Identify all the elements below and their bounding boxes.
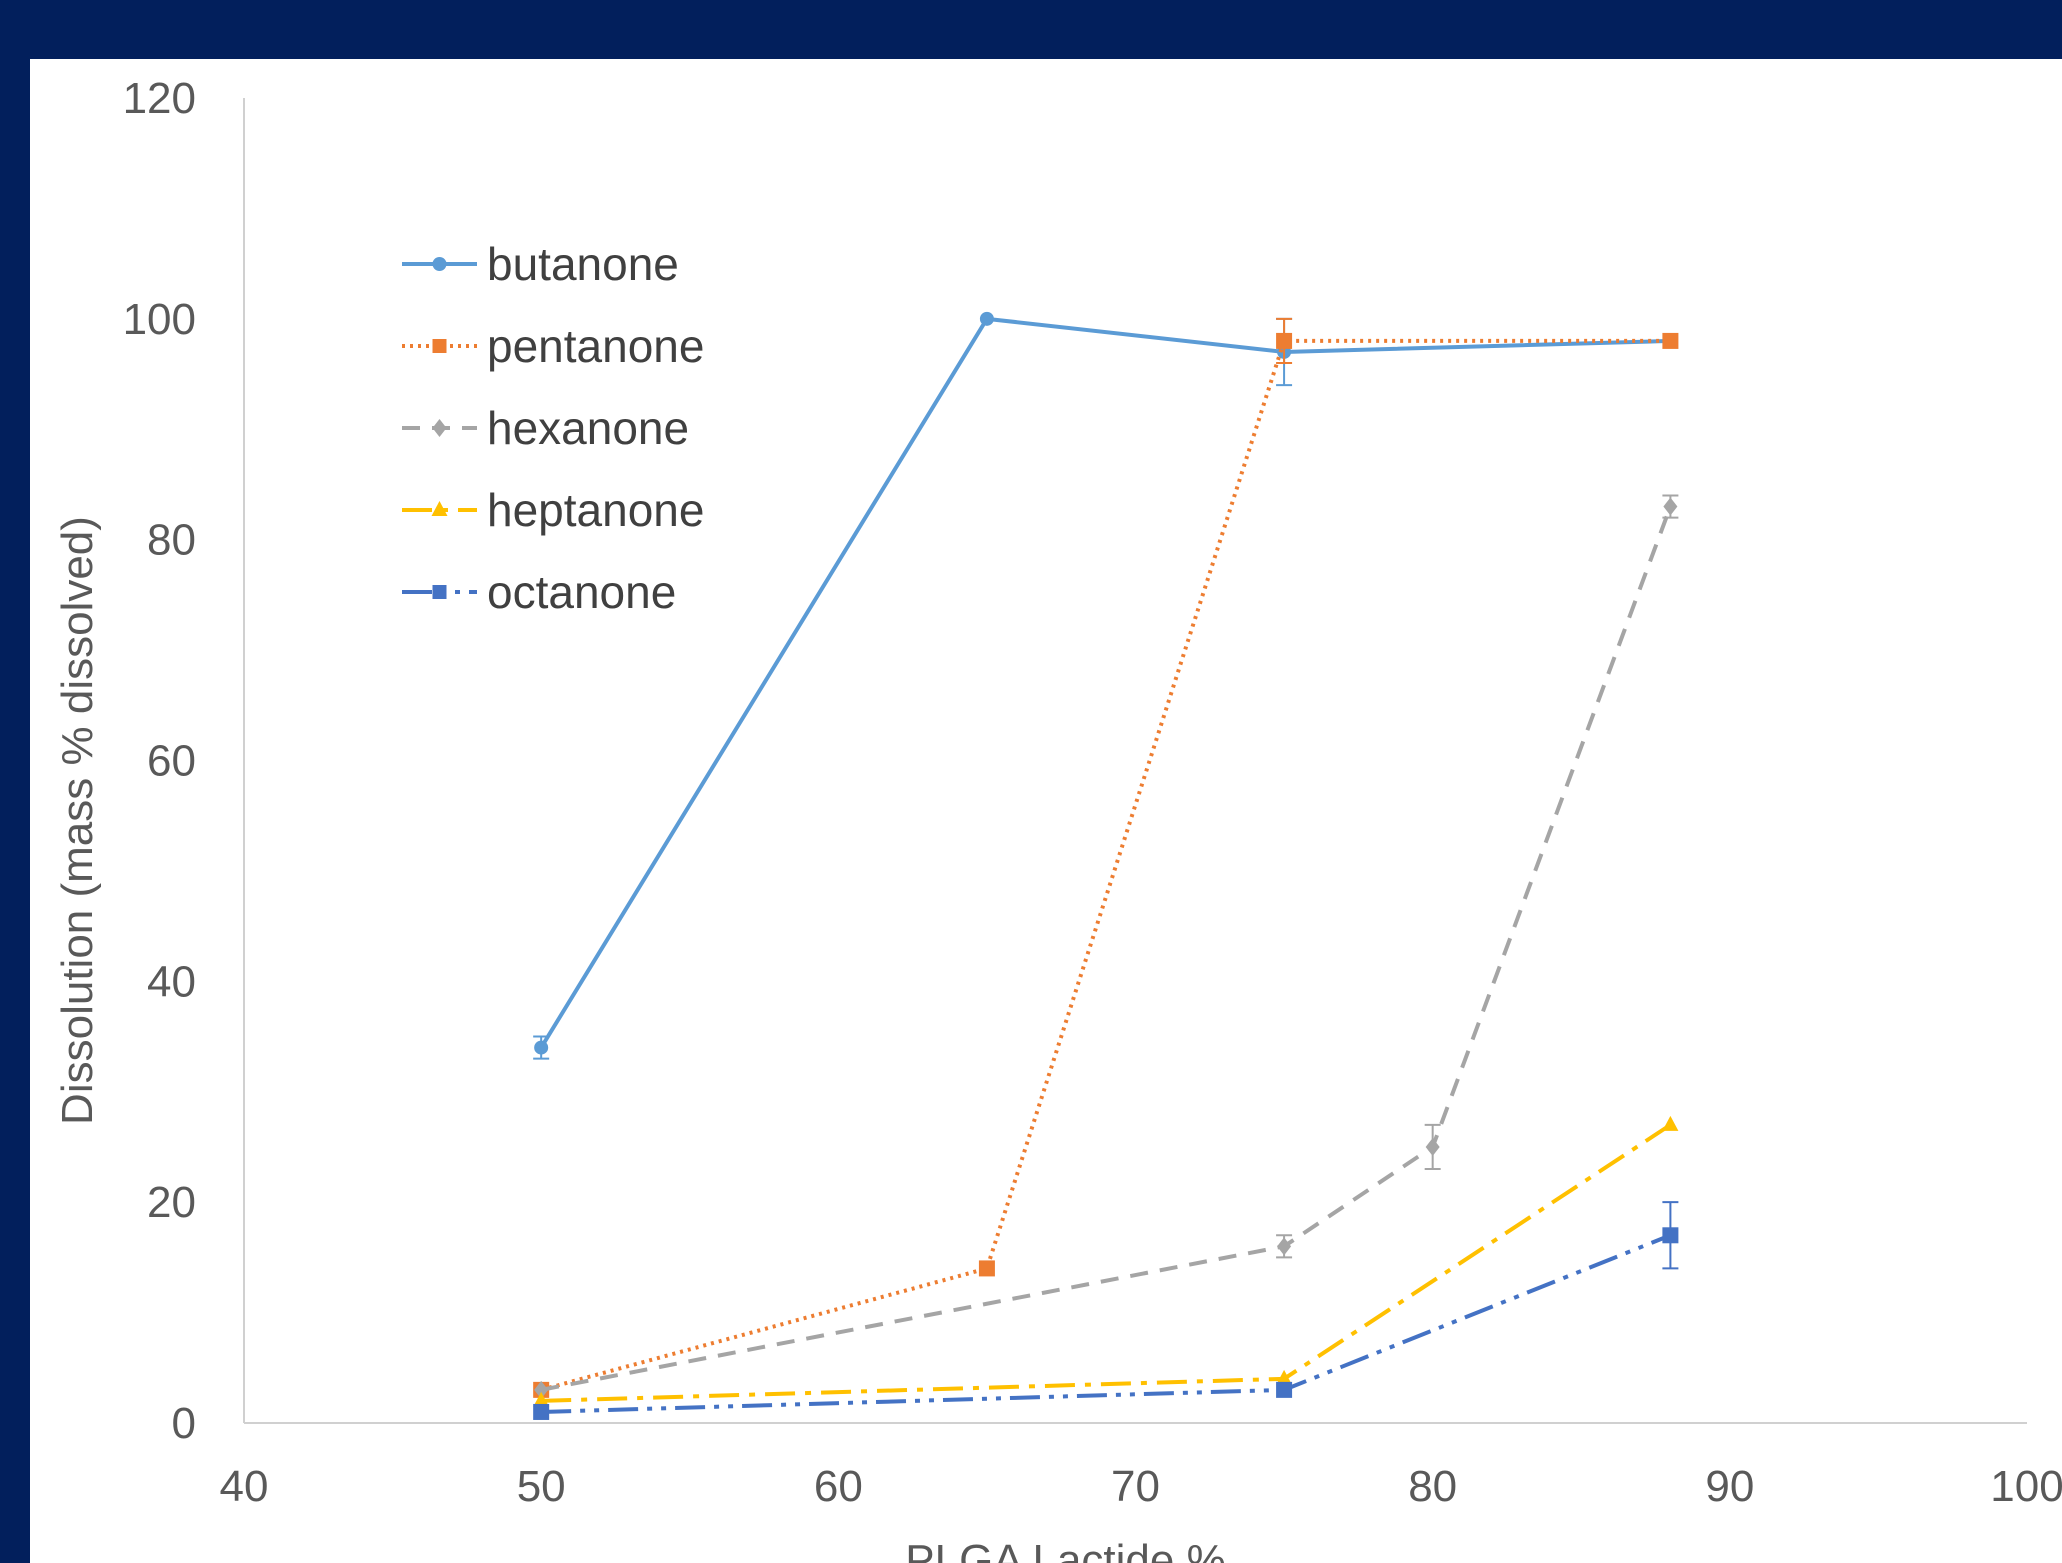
data-point-heptanone [1276, 1369, 1293, 1385]
y-tick-label: 100 [123, 295, 196, 344]
data-point-butanone [979, 311, 994, 326]
legend-marker-butanone [432, 257, 447, 271]
y-tick-label: 80 [147, 516, 196, 565]
x-tick-label: 60 [814, 1462, 863, 1511]
data-point-hexanone [1277, 1237, 1292, 1256]
y-tick-label: 40 [147, 957, 196, 1006]
line-chart: 0 20 40 60 80 100 120 40 50 60 70 80 90 100 Dissolutio… [53, 74, 2062, 1563]
data-point-heptanone [533, 1391, 550, 1407]
legend-label-hexanone: hexanone [487, 402, 689, 454]
legend-label-butanone: butanone [487, 238, 679, 290]
series-line-hexanone [540, 505, 1673, 1392]
x-tick-label: 100 [1990, 1462, 2062, 1511]
y-tick-label: 60 [147, 737, 196, 786]
x-axis-title: PLGA Lactide % [905, 1536, 1225, 1563]
y-tick-label: 120 [123, 74, 196, 123]
legend-marker-octanone [432, 585, 447, 599]
x-tick-label: 90 [1705, 1462, 1754, 1511]
data-point-pentanone [1276, 332, 1293, 349]
data-point-heptanone [1662, 1115, 1679, 1131]
data-point-butanone [534, 1040, 549, 1055]
data-point-pentanone [978, 1260, 995, 1277]
data-point-pentanone [1662, 332, 1679, 349]
data-point-hexanone [1663, 497, 1678, 516]
legend-marker-pentanone [432, 339, 447, 353]
y-axis-title: Dissolution (mass % dissolved) [53, 516, 102, 1125]
legend-marker-heptanone [431, 501, 448, 516]
x-tick-label: 40 [220, 1462, 269, 1511]
legend-label-pentanone: pentanone [487, 320, 704, 372]
legend-marker-hexanone [432, 419, 447, 437]
y-tick-label: 20 [147, 1178, 196, 1227]
x-tick-label: 80 [1408, 1462, 1457, 1511]
data-point-octanone [1276, 1381, 1293, 1398]
data-point-hexanone [1425, 1137, 1440, 1156]
legend-label-heptanone: heptanone [487, 484, 704, 536]
y-tick-label: 0 [172, 1399, 196, 1448]
x-tick-label: 70 [1111, 1462, 1160, 1511]
series-line-butanone [539, 316, 1671, 1049]
series-line-heptanone [541, 1123, 1672, 1403]
legend-label-octanone: octanone [487, 566, 676, 618]
chart-panel: 0 20 40 60 80 100 120 40 50 60 70 80 90 100 Dissolutio… [30, 59, 2062, 1563]
data-point-hexanone [534, 1380, 549, 1399]
x-tick-label: 50 [517, 1462, 566, 1511]
data-point-octanone [1662, 1227, 1679, 1244]
series-line-pentanone [540, 338, 1671, 1392]
data-point-octanone [533, 1403, 550, 1420]
